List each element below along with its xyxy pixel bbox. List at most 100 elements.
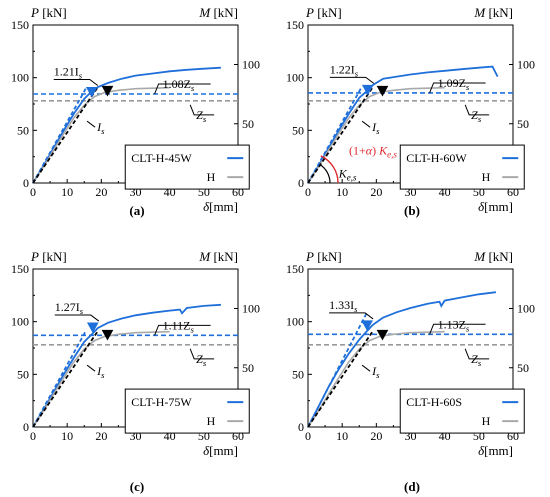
marker-blue <box>361 84 374 96</box>
label-red-stiffness: (1+α) Ke,s <box>349 144 397 160</box>
right-tick-label: 50 <box>242 117 254 131</box>
legend-label-h: H <box>207 170 216 184</box>
label-z-ratio: 1.09Zs <box>438 76 470 92</box>
right-axis-label: M [kN] <box>473 249 513 264</box>
y-tick-label: 50 <box>17 123 29 137</box>
y-tick-label: 50 <box>17 367 29 381</box>
legend-box <box>124 144 250 190</box>
x-tick-label: 0 <box>305 429 311 443</box>
y-tick-label: 0 <box>23 420 29 434</box>
right-tick-label: 100 <box>517 58 535 72</box>
stiffness-line-scaled <box>32 87 87 184</box>
y-tick-label: 0 <box>298 420 304 434</box>
leader-z-ratio <box>429 82 486 94</box>
leader-is <box>361 364 371 372</box>
x-tick-label: 10 <box>336 185 348 199</box>
stiffness-line-scaled <box>32 331 86 428</box>
leader-stiffness-ratio <box>329 312 374 320</box>
leader-is <box>86 364 96 372</box>
legend-label-main: CLT-H-45W <box>131 151 192 165</box>
label-stiffness-ratio: 1.33Is <box>329 298 358 314</box>
right-tick-label: 100 <box>242 58 260 72</box>
left-axis-label: P [kN] <box>305 5 342 20</box>
y-tick-label: 50 <box>292 123 304 137</box>
label-z-ratio: 1.08Zs <box>163 77 195 93</box>
label-is: Is <box>371 120 380 136</box>
x-axis-label: δ[mm] <box>203 443 238 458</box>
x-tick-label: 0 <box>30 429 36 443</box>
stiffness-line-is <box>32 87 98 184</box>
right-tick-label: 50 <box>242 361 254 375</box>
left-axis-label: P [kN] <box>30 5 67 20</box>
marker-black <box>101 85 114 97</box>
leader-zs <box>189 104 215 116</box>
right-axis-label: M [kN] <box>198 249 238 264</box>
label-z-ratio: 1.13Zs <box>438 317 470 333</box>
y-tick-label: 50 <box>292 367 304 381</box>
leader-z-ratio <box>154 83 211 95</box>
marker-blue <box>361 320 373 331</box>
legend-label-h: H <box>482 170 491 184</box>
x-tick-label: 10 <box>61 429 73 443</box>
x-tick-label: 20 <box>95 185 107 199</box>
leader-is <box>86 120 96 128</box>
y-tick-label: 150 <box>11 262 29 276</box>
x-tick-label: 0 <box>305 185 311 199</box>
legend-label-main: CLT-H-60S <box>406 395 462 409</box>
right-tick-label: 100 <box>242 302 260 316</box>
marker-black <box>376 85 389 97</box>
label-zs: Zs <box>471 352 482 368</box>
series-main-line <box>307 65 499 184</box>
marker-blue <box>85 86 98 98</box>
stiffness-line-scaled <box>307 312 368 428</box>
legend-box <box>124 388 250 434</box>
right-axis-label: M [kN] <box>473 5 513 20</box>
x-axis-label: δ[mm] <box>478 443 513 458</box>
leader-zs <box>189 348 215 360</box>
angle-arc-black <box>319 163 331 184</box>
y-tick-label: 150 <box>11 18 29 32</box>
marker-blue <box>86 322 99 334</box>
legend-label-h: H <box>207 414 216 428</box>
leader-is <box>361 120 371 128</box>
panel-label: (d) <box>404 479 420 494</box>
leader-stiffness-ratio <box>54 314 100 322</box>
series-main-line <box>32 303 221 428</box>
right-tick-label: 50 <box>517 361 529 375</box>
label-ke: Ke,s <box>338 167 357 183</box>
x-tick-label: 10 <box>61 185 73 199</box>
right-tick-label: 100 <box>517 302 535 316</box>
label-z-ratio: 1.11Zs <box>163 318 195 334</box>
y-tick-label: 150 <box>286 262 304 276</box>
legend-box <box>399 388 525 434</box>
x-tick-label: 20 <box>370 429 382 443</box>
angle-arc-red <box>320 155 339 184</box>
label-zs: Zs <box>196 108 207 124</box>
panel-label: (b) <box>404 203 420 218</box>
y-tick-label: 0 <box>298 176 304 190</box>
y-tick-label: 100 <box>11 315 29 329</box>
legend-label-h: H <box>482 414 491 428</box>
leader-z-ratio <box>154 324 211 336</box>
right-axis-label: M [kN] <box>198 5 238 20</box>
x-tick-label: 0 <box>30 185 36 199</box>
stiffness-line-scaled <box>307 87 362 184</box>
y-tick-label: 150 <box>286 18 304 32</box>
left-axis-label: P [kN] <box>30 249 67 264</box>
y-tick-label: 0 <box>23 176 29 190</box>
leader-z-ratio <box>429 323 486 335</box>
marker-black <box>101 329 114 341</box>
legend-label-main: CLT-H-60W <box>406 151 467 165</box>
right-tick-label: 50 <box>517 117 529 131</box>
panel-label: (c) <box>130 479 144 494</box>
label-is: Is <box>96 120 105 136</box>
panel-label: (a) <box>129 203 144 218</box>
x-axis-label: δ[mm] <box>203 199 238 214</box>
series-main-line <box>32 66 221 184</box>
label-stiffness-ratio: 1.22Is <box>330 62 359 78</box>
leader-stiffness-ratio <box>53 78 99 86</box>
